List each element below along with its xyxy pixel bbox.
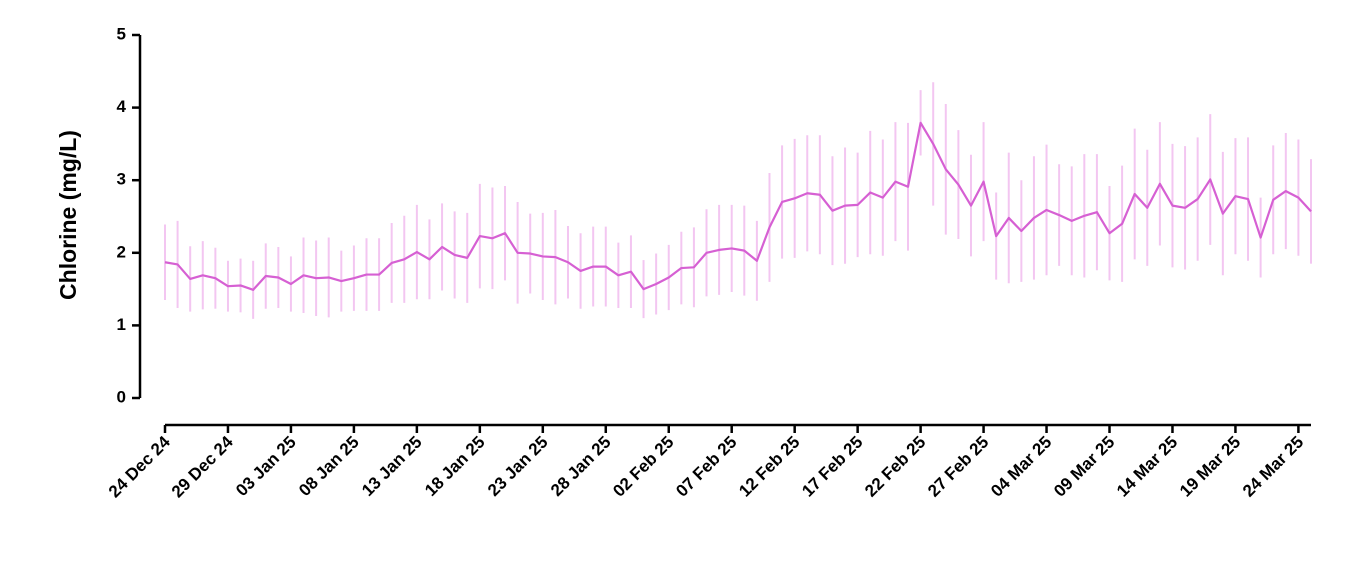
- x-tick-label: 09 Mar 25: [1050, 432, 1118, 500]
- data-line: [164, 121, 1312, 291]
- x-tick-label: 22 Feb 25: [861, 432, 929, 500]
- x-tick-label: 02 Feb 25: [609, 432, 677, 500]
- x-tick-label: 14 Mar 25: [1113, 432, 1181, 500]
- x-tick-label: 03 Jan 25: [232, 432, 300, 500]
- x-tick-label: 19 Mar 25: [1176, 432, 1244, 500]
- y-tick-label: 3: [117, 170, 126, 189]
- x-tick-label: 23 Jan 25: [484, 432, 552, 500]
- x-tick-label: 28 Jan 25: [547, 432, 615, 500]
- y-tick-label: 5: [117, 24, 126, 43]
- x-tick-label: 08 Jan 25: [295, 432, 363, 500]
- y-tick-label: 2: [117, 242, 126, 261]
- x-tick-label: 18 Jan 25: [421, 432, 489, 500]
- x-tick-label: 07 Feb 25: [672, 432, 740, 500]
- x-tick-label: 13 Jan 25: [358, 432, 426, 500]
- x-tick-label: 04 Mar 25: [987, 432, 1055, 500]
- y-tick-label: 0: [117, 387, 126, 406]
- y-axis-title: Chlorine (mg/L): [55, 130, 81, 300]
- y-tick-label: 1: [117, 315, 126, 334]
- y-tick-label: 4: [117, 97, 127, 116]
- x-tick-label: 29 Dec 24: [168, 432, 237, 501]
- x-tick-label: 24 Mar 25: [1239, 432, 1307, 500]
- x-tick-label: 17 Feb 25: [798, 432, 866, 500]
- x-tick-label: 24 Dec 24: [105, 432, 174, 501]
- x-tick-label: 12 Feb 25: [735, 432, 803, 500]
- x-tick-label: 27 Feb 25: [924, 432, 992, 500]
